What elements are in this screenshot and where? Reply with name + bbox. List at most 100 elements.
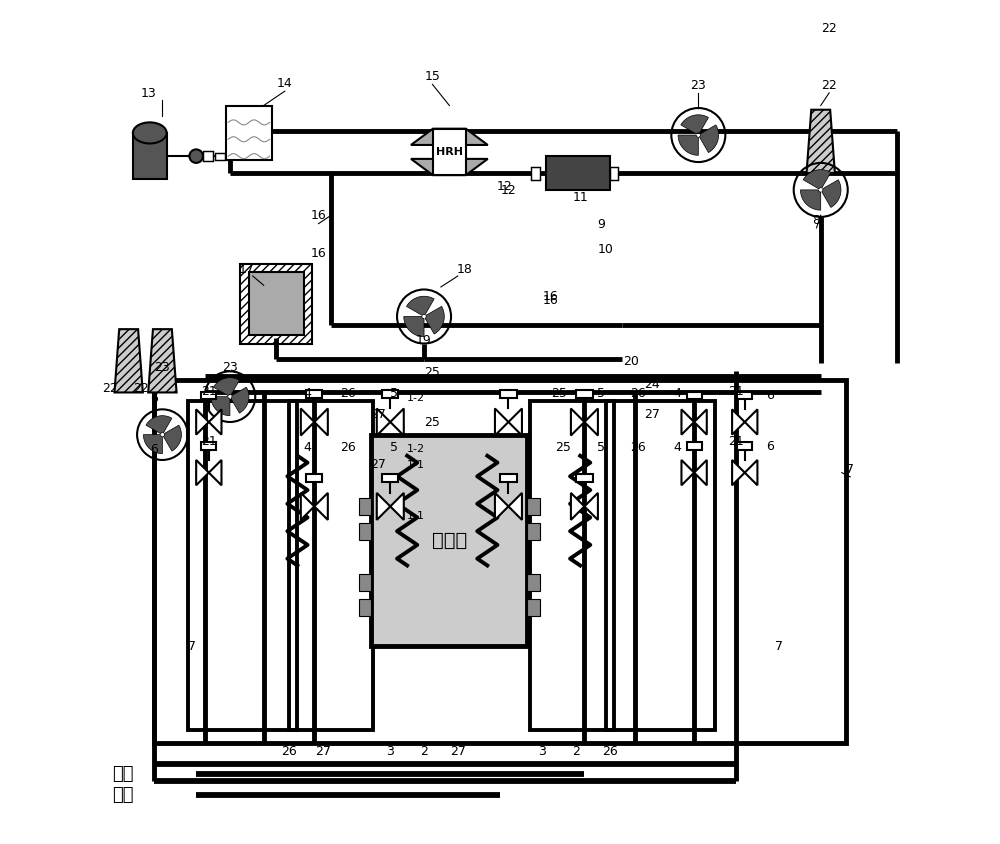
Bar — [527, 498, 540, 515]
Text: 23: 23 — [155, 361, 170, 375]
Polygon shape — [745, 409, 757, 435]
Bar — [527, 523, 540, 540]
Text: 21: 21 — [201, 385, 217, 398]
Text: HRH: HRH — [436, 147, 463, 157]
Bar — [382, 474, 398, 482]
Text: 26: 26 — [602, 745, 618, 759]
Circle shape — [189, 149, 203, 163]
Text: 4: 4 — [673, 387, 681, 400]
Text: 煎气: 煎气 — [112, 786, 133, 804]
Text: 26: 26 — [281, 745, 297, 759]
Text: 23: 23 — [222, 361, 238, 375]
Bar — [576, 474, 593, 482]
Text: 25: 25 — [555, 441, 571, 454]
Text: 1-2: 1-2 — [407, 444, 425, 453]
Polygon shape — [411, 129, 488, 145]
Polygon shape — [196, 460, 209, 485]
Polygon shape — [163, 425, 181, 451]
Bar — [201, 392, 216, 399]
Text: 5: 5 — [597, 441, 605, 454]
Text: 4: 4 — [304, 387, 312, 400]
Polygon shape — [390, 408, 404, 436]
Text: 加热炉: 加热炉 — [432, 531, 467, 549]
Text: 3: 3 — [538, 745, 546, 759]
Bar — [610, 167, 618, 180]
Polygon shape — [584, 408, 598, 436]
Polygon shape — [314, 493, 328, 520]
Polygon shape — [148, 329, 177, 392]
Text: 16: 16 — [311, 209, 326, 223]
Text: 18: 18 — [457, 262, 472, 276]
Text: 2: 2 — [420, 745, 428, 759]
Text: 26: 26 — [630, 441, 645, 454]
Text: 6: 6 — [766, 389, 774, 403]
Text: 22: 22 — [102, 382, 118, 396]
Text: 26: 26 — [340, 441, 356, 454]
Text: 22: 22 — [133, 382, 149, 396]
Text: 25: 25 — [551, 387, 567, 400]
Text: 25: 25 — [425, 365, 440, 379]
Bar — [382, 390, 398, 398]
Text: 19: 19 — [416, 334, 432, 348]
Text: 27: 27 — [370, 408, 386, 421]
Polygon shape — [406, 296, 434, 316]
Polygon shape — [681, 409, 694, 435]
Bar — [215, 153, 225, 160]
Polygon shape — [495, 408, 508, 436]
Bar — [687, 442, 702, 450]
Text: 9: 9 — [597, 218, 605, 231]
Polygon shape — [411, 159, 488, 176]
Text: 22: 22 — [821, 22, 837, 35]
Text: 空气: 空气 — [112, 765, 133, 783]
Bar — [500, 474, 517, 482]
Polygon shape — [807, 110, 835, 173]
Text: 7: 7 — [188, 640, 196, 653]
Text: 21: 21 — [728, 435, 744, 448]
Bar — [306, 390, 322, 398]
Text: 11: 11 — [572, 191, 588, 204]
Polygon shape — [584, 493, 598, 520]
Text: 25: 25 — [425, 416, 440, 430]
Bar — [576, 390, 593, 398]
Text: 7: 7 — [846, 463, 854, 476]
Text: 5: 5 — [390, 387, 398, 400]
Bar — [289, 401, 373, 730]
Bar — [203, 151, 213, 161]
Polygon shape — [314, 408, 328, 436]
Polygon shape — [495, 493, 508, 520]
Text: 20: 20 — [623, 354, 639, 368]
Bar — [737, 442, 752, 450]
Polygon shape — [114, 329, 143, 392]
Polygon shape — [425, 306, 444, 334]
Ellipse shape — [133, 122, 167, 143]
Polygon shape — [694, 460, 707, 485]
Text: 24: 24 — [644, 378, 660, 392]
Text: 3: 3 — [386, 745, 394, 759]
Text: 12: 12 — [501, 184, 516, 197]
Bar — [359, 599, 371, 616]
Text: 6: 6 — [766, 440, 774, 453]
Text: 5: 5 — [390, 441, 398, 454]
Text: 21: 21 — [728, 385, 744, 398]
Text: 8: 8 — [812, 214, 820, 227]
Bar — [530, 401, 614, 730]
Text: 6: 6 — [150, 392, 158, 405]
Text: 22: 22 — [821, 78, 837, 92]
Text: 27: 27 — [370, 458, 386, 472]
Polygon shape — [404, 316, 424, 337]
Polygon shape — [699, 125, 719, 153]
Bar — [433, 128, 466, 176]
Polygon shape — [694, 409, 707, 435]
Text: 27: 27 — [644, 408, 660, 421]
Polygon shape — [390, 493, 404, 520]
Bar — [154, 380, 846, 743]
Text: 4: 4 — [673, 441, 681, 454]
Text: 16: 16 — [543, 294, 559, 307]
Polygon shape — [377, 408, 390, 436]
Polygon shape — [745, 460, 757, 485]
Text: 13: 13 — [140, 87, 156, 100]
Polygon shape — [209, 460, 221, 485]
Bar — [500, 390, 517, 398]
Polygon shape — [732, 460, 745, 485]
Bar — [133, 133, 167, 180]
